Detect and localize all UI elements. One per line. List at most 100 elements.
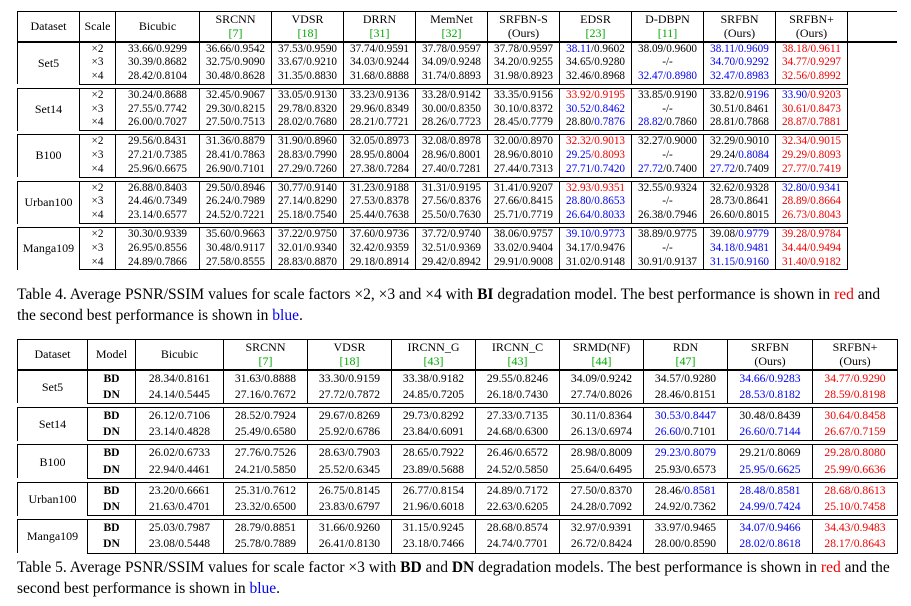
value-part: /0.9483: [850, 521, 886, 535]
caption-part: red: [834, 286, 854, 303]
value-part: 34.77: [824, 371, 851, 385]
value-part: 39.08/: [709, 228, 739, 241]
value-cell: 30.00/0.8350: [415, 102, 488, 117]
column-header: SRFBN (Ours): [703, 11, 776, 42]
value-cell: 28.83/0.8870: [271, 255, 344, 271]
column-header-sub: (Ours): [795, 26, 828, 41]
value-cell: 28.80/0.8653: [559, 195, 632, 210]
citation-link: [43]: [507, 354, 528, 369]
scale-cell: ×4: [79, 70, 116, 85]
value-cell: 25.50/0.7630: [415, 209, 488, 225]
value-part: /0.8581: [765, 483, 801, 497]
value-cell: 26.88/0.8403: [115, 180, 200, 196]
value-cell: 28.42/0.8104: [115, 70, 200, 85]
citation-link: [32]: [441, 26, 462, 41]
value-cell: 34.09/0.9242: [559, 368, 644, 387]
value-cell: 30.48/0.8628: [199, 70, 272, 85]
value-cell: 31.31/0.9195: [415, 180, 488, 196]
value-cell: 27.77/0.7419: [775, 162, 848, 178]
value-part: 33.90: [781, 88, 808, 101]
value-cell: 33.05/0.9130: [271, 87, 344, 103]
value-cell: 30.52/0.8462: [559, 102, 632, 117]
table-row: Set5 BD 28.34/0.8161 31.63/0.8888 33.30/0.91…: [17, 368, 898, 404]
value-cell: 29.67/0.8269: [307, 406, 392, 425]
value-part: /0.9609: [734, 42, 769, 55]
value-cell: 26.46/0.6572: [475, 444, 560, 462]
value-part: /0.8653: [591, 195, 626, 208]
scale-cell: ×3: [79, 241, 116, 256]
table-5: Dataset Model Bicubic SRCNN [7] VDSR [18] IRCNN…: [17, 339, 898, 554]
model-cell: DN: [87, 424, 136, 442]
value-cell: 27.14/0.8290: [271, 195, 344, 210]
column-header-label: SRFBN: [750, 340, 790, 355]
value-part: /0.7101: [680, 425, 717, 439]
value-cell: 30.61/0.8473: [775, 102, 848, 117]
value-part: /0.9013: [591, 135, 626, 148]
value-part: /0.7419: [807, 162, 842, 175]
column-header: SRFBN-S (Ours): [487, 11, 560, 42]
value-part: 28.87: [781, 116, 808, 129]
value-cell: 29.30/0.8215: [199, 102, 272, 117]
value-cell: 28.68/0.8613: [812, 481, 898, 499]
value-part: 31.15: [709, 255, 736, 268]
scale-cell: ×3: [79, 102, 116, 117]
value-cell: 24.92/0.7362: [643, 498, 728, 517]
value-part: /0.9784: [807, 228, 842, 241]
value-cell: 33.82/0.9196: [703, 87, 776, 103]
scale-cell: ×4: [79, 209, 116, 225]
column-header-label: D-DBPN: [645, 12, 690, 27]
column-header-label: SRCNN: [215, 12, 256, 27]
value-cell: 30.48/0.8439: [727, 406, 813, 425]
value-cell: 25.92/0.6786: [307, 424, 392, 442]
table-row: DN 23.14/0.4828 25.49/0.6580 25.92/0.6786 23…: [18, 424, 898, 442]
table-row: B100 BD 26.02/0.6733 27.76/0.7526 28.63/0.79…: [17, 444, 898, 479]
value-part: /0.7420: [591, 162, 626, 175]
value-part: 32.34: [781, 135, 808, 148]
value-part: 26.73: [781, 209, 808, 222]
column-header-label: SRFBN+: [789, 12, 834, 27]
value-cell: 28.89/0.8664: [775, 195, 848, 210]
value-cell: 32.46/0.8968: [559, 70, 632, 85]
value-part: /0.7458: [850, 499, 886, 513]
value-cell: 39.28/0.9784: [775, 227, 848, 242]
value-part: /0.8613: [850, 483, 886, 497]
value-cell: 33.97/0.9465: [643, 519, 728, 537]
value-cell: 31.15/0.9245: [391, 519, 476, 537]
value-cell: 30.64/0.8458: [812, 406, 898, 425]
value-cell: -/-: [631, 102, 704, 117]
column-header: Scale: [79, 11, 116, 42]
value-part: 27.72: [709, 162, 736, 175]
dataset-cell: Manga109: [17, 227, 80, 270]
value-cell: 32.75/0.9090: [199, 56, 272, 71]
citation-link: [43]: [423, 354, 444, 369]
model-cell: BD: [87, 519, 136, 537]
value-cell: 37.74/0.9591: [343, 41, 416, 57]
caption-part: red: [820, 559, 841, 576]
column-header-label: VDSR: [333, 340, 366, 355]
value-cell: 38.06/0.9757: [487, 227, 560, 242]
value-cell: 33.30/0.9159: [307, 368, 392, 387]
value-part: 28.80/: [565, 116, 595, 129]
column-header: RDN [47]: [643, 339, 728, 370]
value-cell: 28.48/0.8581: [727, 481, 813, 499]
value-part: /0.9466: [765, 521, 801, 535]
value-cell: 26.41/0.8130: [307, 536, 392, 554]
column-header: DRRN [31]: [343, 11, 416, 42]
column-header-sub: (Ours): [839, 354, 871, 369]
value-cell: 34.43/0.9483: [812, 519, 898, 537]
column-header: EDSR [23]: [559, 11, 632, 42]
caption-part: blue: [272, 307, 299, 324]
value-cell: 26.72/0.8424: [559, 536, 644, 554]
scale-cell: ×4: [79, 116, 116, 132]
value-cell: 34.07/0.9466: [727, 519, 813, 537]
value-cell: 30.30/0.9339: [115, 227, 200, 242]
value-cell: 30.48/0.9117: [199, 241, 272, 256]
table-row: DN 22.94/0.4461 24.21/0.5850 25.52/0.6345 23…: [18, 461, 898, 479]
value-cell: 28.96/0.8001: [415, 149, 488, 163]
value-cell: 23.20/0.6661: [135, 481, 224, 499]
column-header-label: Bicubic: [138, 19, 177, 34]
value-part: 31.40: [781, 255, 808, 268]
table-4-caption: Table 4. Average PSNR/SSIM values for sc…: [17, 284, 897, 326]
caption-part: Table 5. Average PSNR/SSIM values for sc…: [17, 559, 401, 576]
value-cell: 24.99/0.7424: [727, 498, 813, 517]
